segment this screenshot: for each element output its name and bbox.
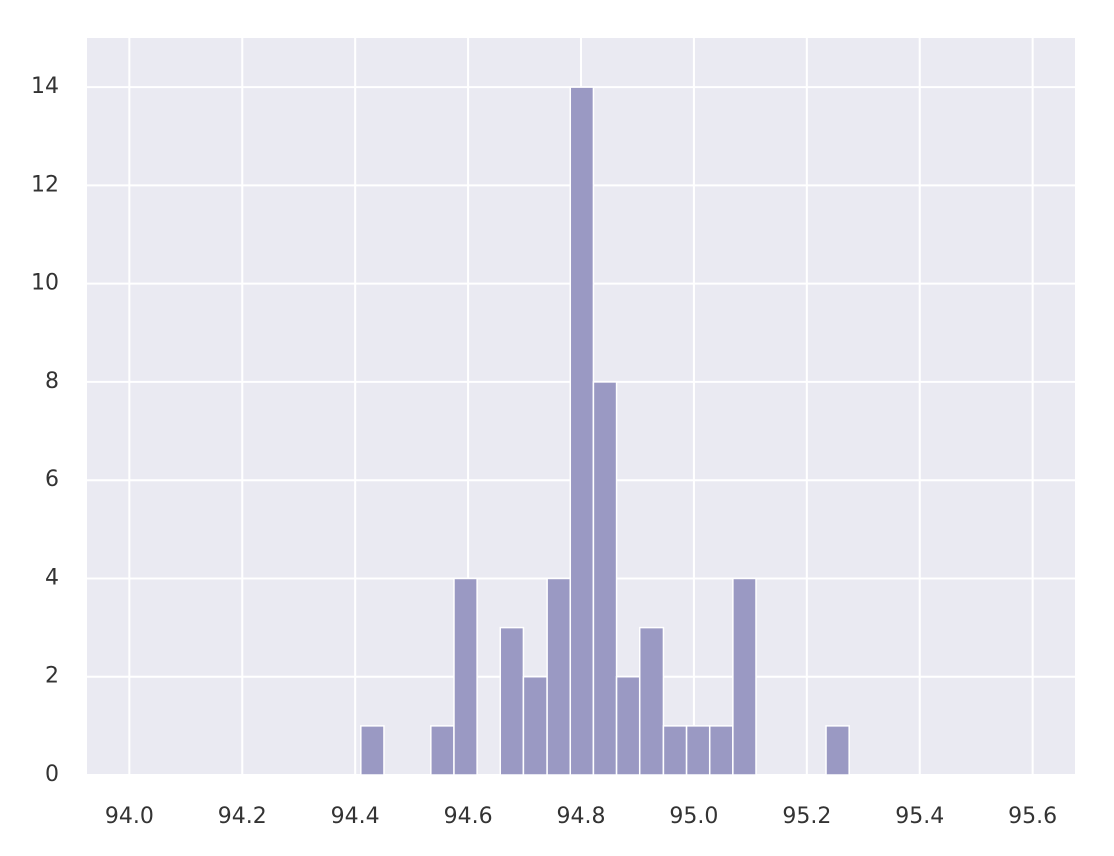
x-tick-label: 94.0	[105, 804, 154, 829]
y-tick-label: 4	[45, 565, 59, 590]
x-tick-label: 95.6	[1008, 804, 1057, 829]
bar	[592, 381, 618, 776]
bar	[522, 675, 548, 776]
bar	[569, 86, 595, 776]
x-tick-label: 94.4	[331, 804, 380, 829]
bar	[662, 725, 688, 776]
x-tick-label: 95.2	[782, 804, 831, 829]
bar	[708, 725, 734, 776]
bar	[499, 626, 525, 776]
bar	[732, 577, 757, 776]
bar	[615, 675, 641, 776]
x-tick-label: 94.8	[557, 804, 606, 829]
bar	[453, 577, 478, 776]
y-tick-label: 8	[45, 369, 59, 394]
bar	[825, 725, 850, 776]
bar	[546, 577, 572, 776]
y-tick-label: 12	[31, 172, 59, 197]
y-tick-label: 6	[45, 467, 59, 492]
y-tick-label: 2	[45, 664, 59, 689]
x-tick-label: 94.2	[218, 804, 267, 829]
x-tick-label: 94.6	[444, 804, 493, 829]
bar	[360, 725, 385, 776]
bar	[430, 725, 455, 776]
y-tick-label: 10	[31, 271, 59, 296]
x-tick-label: 95.4	[895, 804, 944, 829]
y-tick-label: 0	[45, 762, 59, 787]
x-tick-label: 95.0	[669, 804, 718, 829]
bar	[685, 725, 711, 776]
bar	[638, 626, 665, 776]
y-tick-label: 14	[31, 74, 59, 99]
